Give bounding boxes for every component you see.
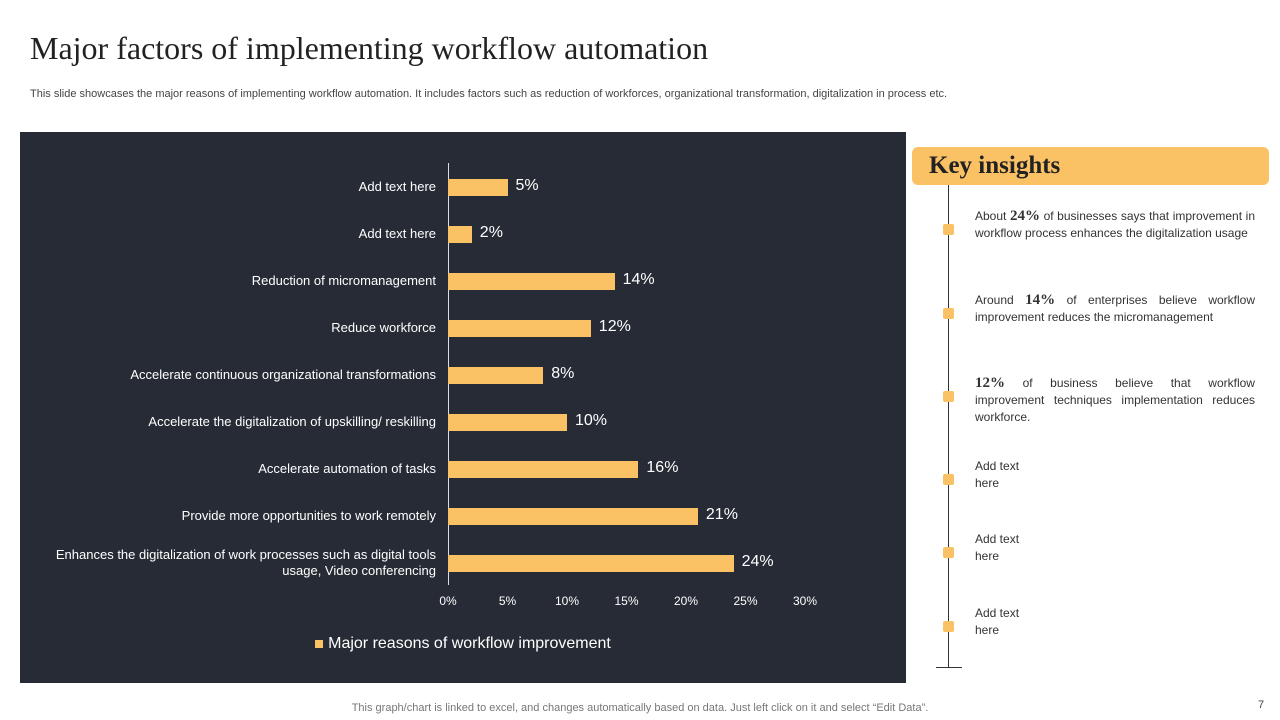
insight-highlight: 12% [975, 375, 1005, 391]
bar [448, 366, 544, 384]
y-tick-label: Accelerate the digitalization of upskill… [148, 414, 436, 429]
insights-header [912, 147, 1269, 185]
insight-body: of enterprises believe workflow improvem… [975, 293, 1256, 324]
x-tick-label: 0% [439, 594, 457, 608]
insights-title: Key insights [929, 152, 1061, 179]
timeline-marker [943, 621, 954, 632]
timeline-marker [943, 391, 954, 402]
insight-lead: About [975, 209, 1007, 223]
y-tick-label: Reduce workforce [331, 320, 436, 335]
value-label: 14% [622, 271, 655, 288]
y-tick-label: Accelerate automation of tasks [258, 461, 436, 476]
footer-note: This graph/chart is linked to excel, and… [351, 702, 929, 714]
y-tick-label: Enhances the digitalization of work proc… [55, 547, 436, 578]
subtitle: This slide showcases the major reasons o… [30, 88, 948, 100]
bar [448, 460, 639, 478]
timeline-marker [943, 474, 954, 485]
timeline-cap [936, 667, 962, 668]
slide-title: Major factors of implementing workflow a… [30, 30, 709, 66]
insight-body: of business believe that workflow improv… [975, 376, 1255, 424]
insight-body: Add text here [975, 532, 1020, 563]
value-label: 21% [705, 506, 738, 523]
bar [448, 554, 734, 572]
insights-panel: Key insights About 24% of businesses says… [906, 132, 1280, 683]
y-tick-label: Accelerate continuous organizational tra… [130, 367, 436, 382]
value-label: 24% [741, 553, 774, 570]
value-label: 5% [515, 177, 539, 194]
x-tick-label: 5% [498, 594, 517, 608]
legend: Major reasons of workflow improvement [20, 635, 906, 653]
y-tick-label: Add text here [358, 226, 436, 241]
x-tick-label: 15% [614, 594, 639, 608]
bar [448, 507, 698, 525]
insight-highlight: 14% [1025, 292, 1056, 308]
insight-text: Add text here [975, 605, 1035, 639]
bar [448, 272, 615, 290]
insight-highlight: 24% [1009, 208, 1040, 224]
bar [448, 413, 567, 431]
timeline-marker [943, 224, 954, 235]
x-tick-label: 10% [554, 594, 580, 608]
insight-text: Add text here [975, 531, 1035, 565]
timeline-marker [943, 308, 954, 319]
insight-body: Add text here [975, 606, 1020, 637]
insight-body: of businesses says that improvement in w… [975, 209, 1255, 240]
bar [448, 178, 508, 196]
insight-text: 12% of business believe that workflow im… [975, 375, 1255, 426]
bar [448, 319, 591, 337]
legend-marker [315, 640, 324, 648]
value-label: 10% [575, 412, 608, 429]
x-tick-label: 30% [792, 594, 818, 608]
value-label: 8% [551, 365, 575, 382]
value-label: 16% [646, 459, 679, 476]
y-tick-label: Provide more opportunities to work remot… [181, 508, 436, 523]
insight-text: About 24% of businesses says that improv… [975, 208, 1255, 242]
insight-body: Add text here [975, 459, 1020, 490]
x-tick-label: 20% [673, 594, 699, 608]
value-label: 2% [479, 224, 503, 241]
timeline-marker [943, 547, 954, 558]
insight-text: Around 14% of enterprises believe workfl… [975, 292, 1255, 326]
bar [448, 225, 472, 243]
y-tick-label: Add text here [358, 179, 436, 194]
insight-text: Add text here [975, 458, 1035, 492]
value-label: 12% [598, 318, 631, 335]
legend-label: Major reasons of workflow improvement [328, 635, 611, 652]
chart-panel: 0% 5% 10% 15% 20% 25% 30% Add text here 5% Add te… [20, 132, 906, 683]
timeline [948, 185, 949, 667]
page-number: 7 [1258, 699, 1265, 711]
x-tick-label: 25% [733, 594, 758, 608]
insight-lead: Around [975, 293, 1014, 307]
y-tick-label: Reduction of micromanagement [251, 273, 436, 288]
